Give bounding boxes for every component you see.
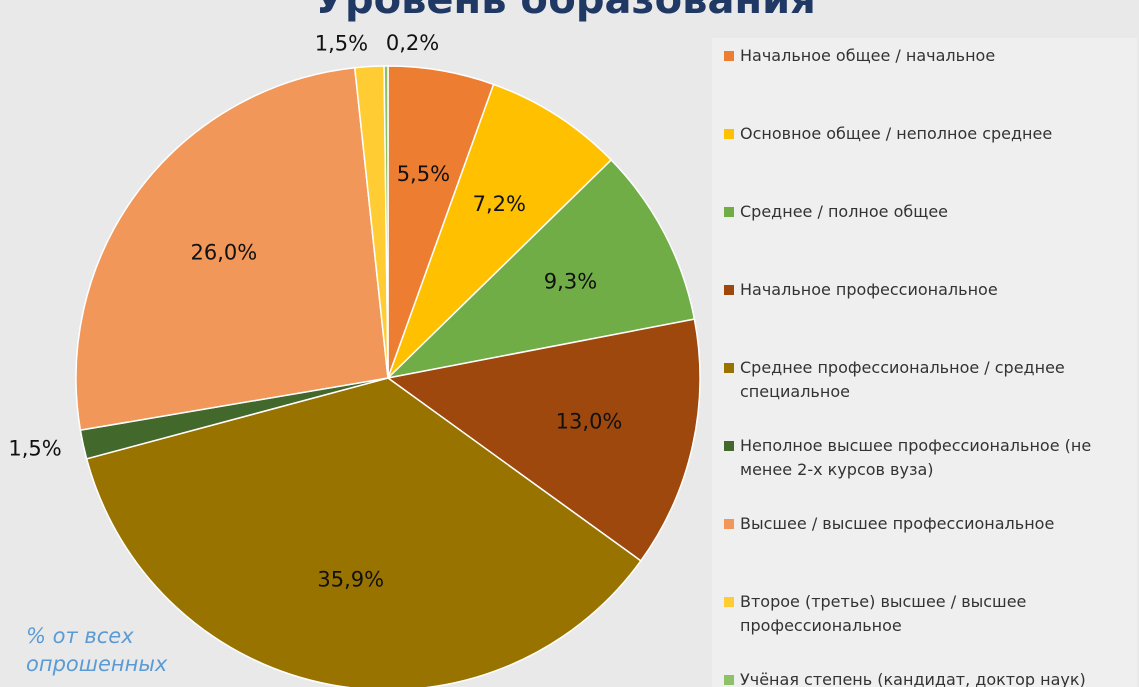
legend-swatch bbox=[724, 675, 734, 685]
legend-item: Высшее / высшее профессиональное bbox=[724, 512, 1129, 536]
data-label: 7,2% bbox=[473, 192, 526, 216]
legend-swatch bbox=[724, 519, 734, 529]
legend-swatch bbox=[724, 129, 734, 139]
data-label: 1,5% bbox=[315, 32, 368, 56]
legend-item: Учёная степень (кандидат, доктор наук) bbox=[724, 668, 1129, 687]
pie-slice bbox=[383, 65, 389, 379]
legend-item: Среднее профессиональное / среднее специ… bbox=[724, 356, 1129, 404]
data-label: 13,0% bbox=[556, 410, 623, 434]
pie-slice bbox=[386, 318, 701, 562]
data-label: 35,9% bbox=[317, 568, 384, 592]
data-label: 26,0% bbox=[190, 241, 257, 265]
legend-label: Начальное общее / начальное bbox=[740, 46, 996, 65]
legend-swatch bbox=[724, 441, 734, 451]
legend-item: Начальное профессиональное bbox=[724, 278, 1129, 302]
data-label: 0,2% bbox=[386, 31, 439, 55]
legend-swatch bbox=[724, 285, 734, 295]
data-label: 1,5% bbox=[8, 436, 61, 460]
legend-label: Высшее / высшее профессиональное bbox=[740, 514, 1055, 533]
legend-label: Среднее / полное общее bbox=[740, 202, 949, 221]
data-label: 5,5% bbox=[397, 162, 450, 186]
legend-label: Основное общее / неполное среднее bbox=[740, 124, 1053, 143]
legend-item: Среднее / полное общее bbox=[724, 200, 1129, 224]
pie-slice bbox=[75, 66, 389, 432]
legend-swatch bbox=[724, 207, 734, 217]
legend-label: Учёная степень (кандидат, доктор наук) bbox=[740, 670, 1086, 687]
legend-item: Начальное общее / начальное bbox=[724, 44, 1129, 68]
legend-item: Второе (третье) высшее / высшее професси… bbox=[724, 590, 1129, 638]
chart-title: Уровень образования bbox=[314, 0, 816, 23]
legend-swatch bbox=[724, 51, 734, 61]
legend-label: Среднее профессиональное / среднее специ… bbox=[740, 358, 1065, 401]
data-label: 9,3% bbox=[544, 270, 597, 294]
legend-label: Неполное высшее профессиональное (не мен… bbox=[740, 436, 1092, 479]
pie-slice bbox=[385, 158, 696, 380]
legend-swatch bbox=[724, 363, 734, 373]
annotation: % от всех опрошенных bbox=[26, 624, 168, 676]
pie-slice bbox=[387, 83, 613, 379]
legend-item: Основное общее / неполное среднее bbox=[724, 122, 1129, 146]
legend: Начальное общее / начальное Основное обще… bbox=[712, 38, 1137, 687]
pie-slice bbox=[85, 377, 642, 687]
legend-item: Неполное высшее профессиональное (не мен… bbox=[724, 434, 1129, 482]
legend-label: Начальное профессиональное bbox=[740, 280, 998, 299]
legend-label: Второе (третье) высшее / высшее професси… bbox=[740, 592, 1027, 635]
legend-swatch bbox=[724, 597, 734, 607]
